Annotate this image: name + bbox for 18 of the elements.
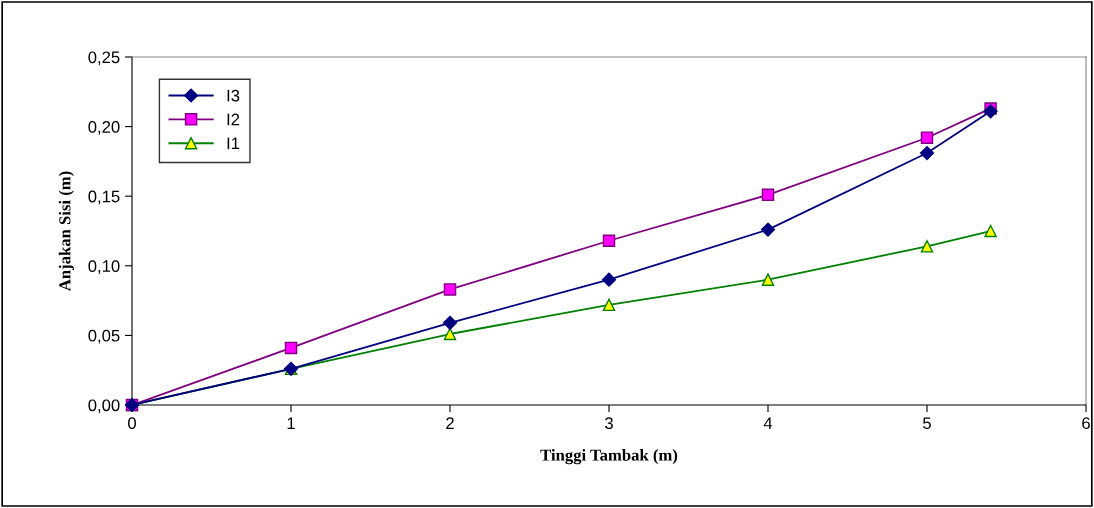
x-tick-label: 2 (446, 417, 454, 429)
y-tick-label: 0,10 (88, 260, 120, 274)
legend-label: I1 (227, 137, 240, 150)
x-tick-label: 4 (763, 417, 773, 429)
legend-label: I3 (227, 89, 240, 102)
x-tick-label: 1 (287, 417, 295, 429)
legend-label: I2 (227, 113, 240, 126)
y-axis-title: Anjakan Sisi (m) (58, 171, 74, 292)
x-tick-label: 6 (1082, 417, 1090, 430)
y-tick-label: 0,15 (88, 190, 120, 205)
x-tick-label: 3 (605, 417, 613, 430)
x-tick-label: 0 (128, 417, 136, 430)
y-tick-label: 0,05 (88, 329, 120, 344)
y-tick-label: 0,00 (88, 399, 120, 414)
x-tick-label: 5 (923, 417, 931, 430)
y-tick-label: 0,25 (88, 51, 120, 66)
x-axis-title: Tinggi Tambak (m) (540, 449, 678, 465)
y-tick-label: 0,20 (88, 121, 120, 135)
